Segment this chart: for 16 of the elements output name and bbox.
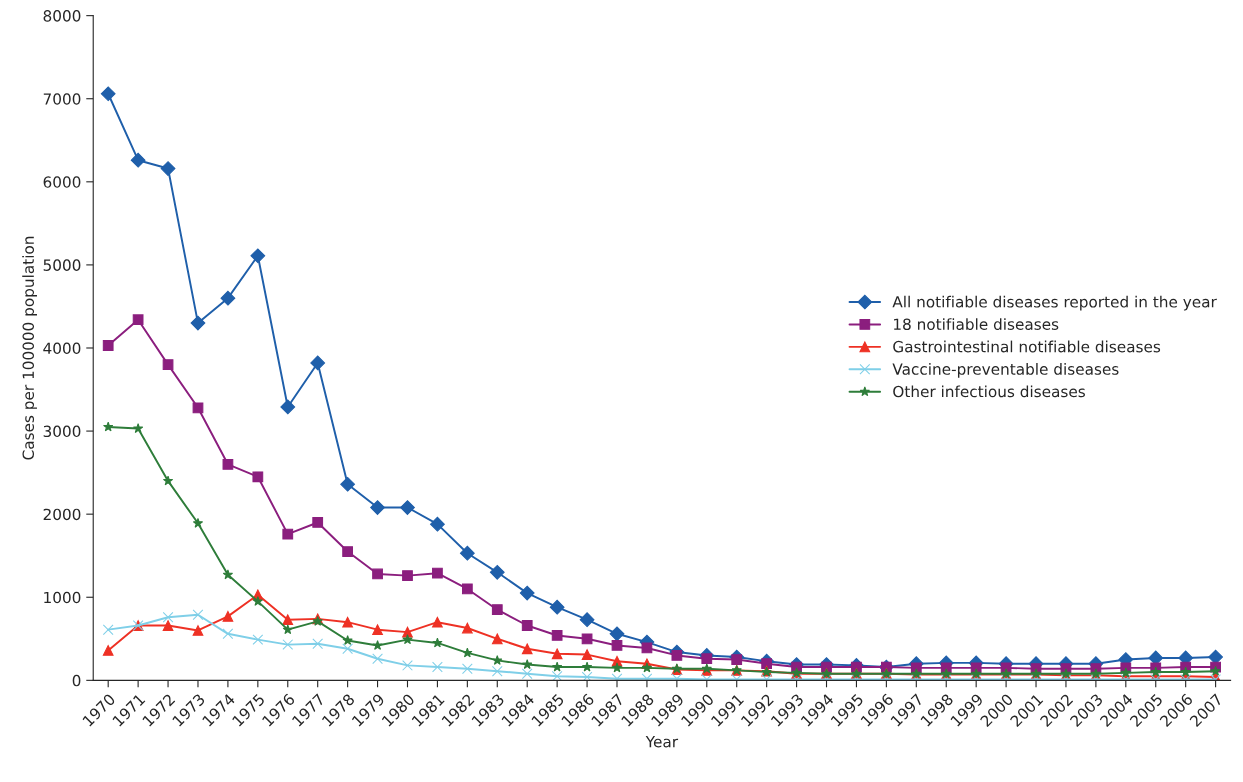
legend-label: Other infectious diseases: [893, 385, 1085, 398]
y-axis-title: Cases per 100000 population: [22, 236, 37, 460]
y-tick-label: 4000: [43, 342, 81, 355]
y-tick-label: 3000: [43, 425, 81, 438]
y-tick-label: 0: [72, 674, 81, 687]
y-tick-label: 2000: [43, 508, 81, 521]
legend-label: Vaccine-preventable diseases: [892, 363, 1119, 378]
y-tick-label: 5000: [43, 259, 81, 271]
legend-label: 18 notifiable diseases: [894, 318, 1059, 330]
y-tick-label: 8000: [43, 10, 81, 22]
y-tick-label: 6000: [43, 176, 81, 188]
x-axis-title: Year: [645, 736, 679, 748]
y-tick-label: 7000: [43, 93, 81, 105]
legend-label: Gastrointestinal notifiable diseases: [893, 340, 1161, 353]
y-tick-label: 1000: [44, 591, 81, 604]
legend-label: All notifiable diseases reported in the year: [892, 295, 1217, 311]
